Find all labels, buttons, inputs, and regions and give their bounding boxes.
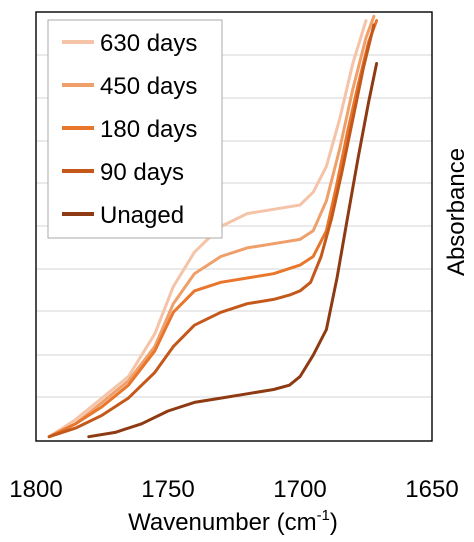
legend-label-2: 180 days — [100, 116, 197, 143]
series-line-unaged — [87, 62, 379, 439]
x-tick-label-0: 1800 — [9, 476, 62, 503]
x-axis-title-superscript: -1 — [317, 507, 330, 524]
legend-label-3: 90 days — [100, 159, 184, 186]
legend-label-1: 450 days — [100, 73, 197, 100]
x-axis-title: Wavenumber (cm-1) — [128, 507, 338, 536]
legend-label-0: 630 days — [100, 30, 197, 57]
plot-area-frame — [35, 11, 433, 442]
x-tick-label-1: 1750 — [141, 476, 194, 503]
series-line-630-days — [47, 19, 368, 439]
x-tick-label-2: 1700 — [273, 476, 326, 503]
series-line-450-days — [47, 14, 376, 439]
series-lines — [47, 14, 379, 439]
legend: 630 days 450 days 180 days 90 days Unaged — [47, 19, 223, 239]
x-tick-label-3: 1650 — [405, 476, 458, 503]
x-tick-labels: 1800 1750 1700 1650 — [9, 476, 458, 503]
y-axis-title: Absorbance — [443, 148, 470, 276]
series-line-180-days — [47, 19, 379, 439]
legend-label-4: Unaged — [100, 202, 184, 229]
series-line-90-days — [47, 23, 376, 439]
